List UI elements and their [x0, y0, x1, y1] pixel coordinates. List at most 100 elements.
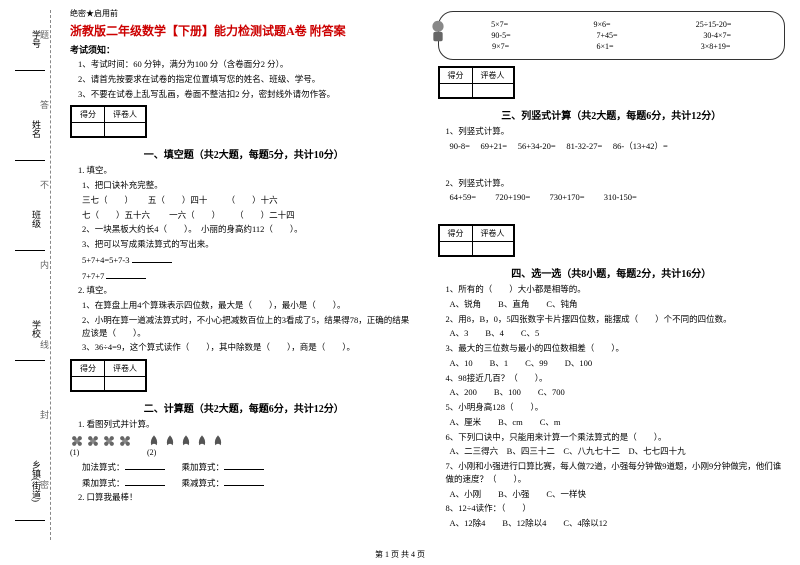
- opt[interactable]: D、七七四十九: [629, 446, 686, 456]
- s4-q3: 3、最大的三位数与最小的四位数相差（ ）。: [446, 342, 786, 355]
- sidebar-line: [15, 360, 45, 361]
- q1-2: 2、一块黑板大约长4（ ）。 小丽的身高约112（ ）。: [82, 223, 418, 236]
- opt[interactable]: B、12除以4: [502, 518, 546, 528]
- leaf-icon: [147, 434, 161, 448]
- flower-icon: [102, 434, 116, 448]
- grader-cell: 评卷人: [105, 107, 146, 123]
- q1-3: 3、把可以写成乘法算式的写出来。: [82, 238, 418, 251]
- opt[interactable]: B、100: [494, 387, 521, 397]
- q1: 1. 填空。: [78, 164, 418, 177]
- seal-text: 内: [38, 260, 51, 269]
- expr-text: 7+7+7: [82, 271, 104, 281]
- opt[interactable]: A、3: [450, 328, 469, 338]
- left-column: 绝密★启用前 浙教版二年级数学【下册】能力检测试题A卷 附答案 考试须知： 1、…: [70, 8, 418, 532]
- grader-cell: 评卷人: [472, 68, 513, 84]
- calc-item: 69+21=: [481, 141, 508, 151]
- expr: 5+7+4=5+7-3: [82, 253, 418, 267]
- sidebar-label-class: 班级: [30, 210, 43, 228]
- answer-blank[interactable]: [224, 476, 264, 486]
- cloud-row: 90-5=7+45=30-4×7=: [449, 31, 775, 40]
- calc-item: 64+59=: [450, 192, 477, 202]
- score-cell: 得分: [72, 361, 105, 377]
- opt[interactable]: B、小强: [498, 489, 529, 499]
- opt[interactable]: C、一样快: [546, 489, 586, 499]
- opt[interactable]: C、m: [540, 417, 561, 427]
- answer-blank[interactable]: [224, 460, 264, 470]
- opt[interactable]: B、4: [485, 328, 503, 338]
- opt[interactable]: C、4除以12: [563, 518, 607, 528]
- blank-item: 五（ ）四十: [148, 195, 208, 205]
- opts: A、12除4 B、12除以4 C、4除以12: [450, 517, 786, 530]
- grader-cell: 评卷人: [105, 361, 146, 377]
- opts: A、200 B、100 C、700: [450, 386, 786, 399]
- leaf-icon: [163, 434, 177, 448]
- opt[interactable]: A、厘米: [450, 417, 482, 427]
- seal-text: 密: [38, 480, 51, 489]
- opts: A、二三得六 B、四三十二 C、八九七十二 D、七七四十九: [450, 445, 786, 458]
- opt[interactable]: A、200: [450, 387, 477, 397]
- mental-math-cloud: 5×7=9×6=25÷15-20= 90-5=7+45=30-4×7= 9×7=…: [438, 11, 786, 60]
- s4-q8: 8、12÷4读作：（ ）: [446, 502, 786, 515]
- s4-q2: 2、用8，B，0，5四张数字卡片摆四位数，能摆成（ ）个不同的四位数。: [446, 313, 786, 326]
- notice-item: 1、考试时间：60 分钟，满分为100 分（含卷面分2 分）。: [78, 58, 418, 71]
- page-content: 绝密★启用前 浙教版二年级数学【下册】能力检测试题A卷 附答案 考试须知： 1、…: [0, 0, 800, 540]
- calc-row: 64+59= 720+190= 730+170= 310-150=: [450, 191, 786, 204]
- opt[interactable]: B、1: [490, 358, 508, 368]
- opt[interactable]: A、10: [450, 358, 473, 368]
- math-item: 25÷15-20=: [696, 20, 732, 29]
- cloud-row: 5×7=9×6=25÷15-20=: [449, 20, 775, 29]
- notice-item: 2、请首先按要求在试卷的指定位置填写您的姓名、班级、学号。: [78, 73, 418, 86]
- notice-label: 考试须知：: [70, 43, 418, 56]
- label: 乘加算式：: [182, 462, 225, 472]
- answer-blank[interactable]: [132, 253, 172, 263]
- flower-icon: [118, 434, 132, 448]
- math-item: 9×6=: [593, 20, 610, 29]
- opt[interactable]: A、锐角: [450, 299, 482, 309]
- cloud-row: 9×7=6×1=3×8+19=: [449, 42, 775, 51]
- opt[interactable]: A、12除4: [450, 518, 486, 528]
- seal-text: 题: [38, 30, 51, 39]
- answer-blank[interactable]: [125, 460, 165, 470]
- q1-row: 三七（ ） 五（ ）四十 （ ）十六: [82, 194, 418, 207]
- binding-sidebar: 学号 姓名 班级 学校 乡镇(街道): [5, 10, 60, 530]
- seal-text: 线: [38, 340, 51, 349]
- answer-blank[interactable]: [106, 269, 146, 279]
- flower-icon: [70, 434, 84, 448]
- q1-row: 七（ ）五十六 一六（ ） （ ）二十四: [82, 209, 418, 222]
- q2: 2. 填空。: [78, 284, 418, 297]
- exam-title: 浙教版二年级数学【下册】能力检测试题A卷 附答案: [70, 22, 418, 39]
- q1-1: 1、把口诀补充完整。: [82, 179, 418, 192]
- opt[interactable]: B、cm: [498, 417, 523, 427]
- section-2-title: 二、计算题（共2大题，每题6分，共计12分）: [70, 400, 418, 415]
- sidebar-line: [15, 70, 45, 71]
- opt[interactable]: B、直角: [498, 299, 529, 309]
- s3-q2: 2、列竖式计算。: [446, 177, 786, 190]
- flower-icon: [86, 434, 100, 448]
- answer-blank[interactable]: [125, 476, 165, 486]
- opt[interactable]: C、钝角: [546, 299, 577, 309]
- seal-text: 不: [38, 180, 51, 189]
- blank-item: （ ）十六: [227, 195, 278, 205]
- calc-item: 56+34-20=: [518, 141, 556, 151]
- opt[interactable]: C、八九七十二: [563, 446, 620, 456]
- seal-text: 封: [38, 410, 51, 419]
- leaf-icon: [195, 434, 209, 448]
- section-4-title: 四、选一选（共8小题，每题2分，共计16分）: [438, 265, 786, 280]
- score-cell: 得分: [439, 226, 472, 242]
- opt[interactable]: A、二三得六: [450, 446, 499, 456]
- opt[interactable]: C、99: [525, 358, 548, 368]
- opt[interactable]: C、5: [521, 328, 539, 338]
- score-box: 得分评卷人: [438, 224, 515, 257]
- opt[interactable]: A、小刚: [450, 489, 482, 499]
- s4-q6: 6、下列口诀中，只能用来计算一个乘法算式的是（ ）。: [446, 431, 786, 444]
- math-item: 3×8+19=: [701, 42, 731, 51]
- figure-2: (2): [147, 434, 225, 457]
- q2-1: 1、在算盘上用4个算珠表示四位数，最大是（ ），最小是（ ）。: [82, 299, 418, 312]
- opt[interactable]: D、100: [565, 358, 592, 368]
- opt[interactable]: B、四三十二: [507, 446, 555, 456]
- math-item: 6×1=: [596, 42, 613, 51]
- label: 乘减算式：: [182, 478, 225, 488]
- sidebar-label-school: 学校: [30, 320, 43, 338]
- label: 乘加算式：: [82, 478, 125, 488]
- opt[interactable]: C、700: [538, 387, 565, 397]
